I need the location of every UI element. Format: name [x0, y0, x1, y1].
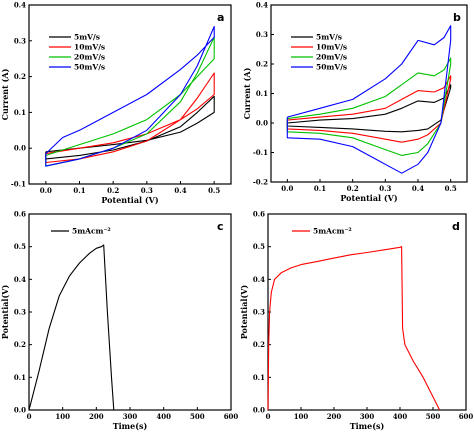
y-tick-label: 0.0: [14, 144, 26, 153]
x-tick-label: 300: [360, 412, 375, 421]
y-tick-label: 0.3: [256, 30, 268, 39]
y-tick-label: 0.1: [14, 108, 26, 117]
series-line: [267, 246, 441, 411]
x-tick-label: 0.0: [40, 186, 52, 195]
y-axis-label: Current (A): [242, 67, 252, 119]
y-tick-label: 0.3: [253, 308, 265, 317]
x-tick-label: 600: [459, 412, 474, 421]
x-tick-label: 500: [426, 412, 441, 421]
x-tick-label: 0.5: [208, 186, 220, 195]
chart-panel-b: 0.0 0.1 0.2 0.3 0.4 0.5 -0.2 -0.1 0.0 0.1 0.2 0.3 0.…: [242, 1, 468, 203]
y-tick-label: 0.4: [253, 275, 265, 284]
y-axis-label: Potential(V): [239, 285, 249, 340]
y-tick-label: 0.1: [253, 373, 265, 382]
chart-panel-a: 0.0 0.1 0.2 0.3 0.4 0.5 -0.1 0.0 0.1 0.2 0.3 0.4 Pot…: [0, 1, 232, 205]
x-tick-label: 600: [224, 412, 239, 421]
legend-label: 5mV/s: [316, 33, 342, 42]
x-tick-label: 300: [123, 412, 138, 421]
x-tick-label: 200: [89, 412, 104, 421]
y-tick-label: 0.0: [256, 119, 268, 128]
x-tick-label: 100: [294, 412, 309, 421]
x-tick-label: 0: [266, 412, 271, 421]
y-tick-label: 0.5: [253, 242, 265, 251]
y-tick-label: -0.1: [253, 148, 268, 157]
x-tick-label: 0.4: [174, 186, 186, 195]
panel-label: d: [452, 220, 460, 233]
legend-label: 5mAcm⁻²: [72, 227, 111, 236]
legend: 5mAcm⁻²: [51, 227, 111, 236]
panel-label: b: [453, 11, 461, 24]
y-tick-label: 0.0: [14, 406, 26, 415]
x-axis-label: Potential (V): [101, 195, 158, 205]
x-tick-label: 200: [327, 412, 342, 421]
panel-label: c: [217, 220, 224, 233]
y-tick-label: 0.2: [253, 340, 265, 349]
x-tick-label: 0.5: [445, 184, 457, 193]
chart-panel-d: 0 100 200 300 400 500 600 0.0 0.1 0.2 0.3 0.4 0.5 0.6…: [239, 210, 473, 432]
y-tick-label: 0.4: [14, 1, 26, 10]
panel-label: a: [217, 11, 224, 24]
x-tick-label: 0.4: [412, 184, 424, 193]
x-tick-label: 0.2: [347, 184, 359, 193]
legend: 5mAcm⁻²: [292, 227, 352, 236]
y-tick-label: 0.6: [14, 210, 26, 219]
y-tick-label: 0.4: [14, 275, 26, 284]
series-line: [45, 72, 215, 164]
legend-label: 50mV/s: [316, 63, 347, 72]
x-axis-label: Time(s): [350, 421, 385, 431]
series-line: [286, 57, 452, 156]
y-tick-label: 0.3: [14, 36, 26, 45]
legend-label: 5mV/s: [74, 33, 100, 42]
x-tick-label: 0.1: [73, 186, 85, 195]
x-tick-label: 0: [27, 412, 32, 421]
legend-label: 20mV/s: [316, 53, 347, 62]
y-tick-label: 0.5: [14, 242, 26, 251]
plot-frame: [28, 213, 232, 411]
x-tick-label: 400: [156, 412, 171, 421]
x-tick-label: 0.2: [107, 186, 119, 195]
y-axis-label: Potential(V): [0, 285, 10, 340]
y-tick-label: 0.1: [256, 89, 268, 98]
y-tick-label: 0.6: [253, 210, 265, 219]
y-tick-label: 0.2: [14, 72, 26, 81]
y-tick-label: 0.2: [14, 340, 26, 349]
y-tick-label: 0.0: [253, 406, 265, 415]
x-tick-label: 0.3: [379, 184, 391, 193]
legend-label: 5mAcm⁻²: [313, 227, 352, 236]
y-tick-label: -0.2: [253, 178, 268, 187]
x-tick-label: 0.0: [281, 184, 293, 193]
series-line: [286, 75, 452, 143]
plot-frame: [28, 4, 232, 185]
series-line: [286, 84, 452, 133]
x-tick-label: 500: [190, 412, 205, 421]
legend-label: 20mV/s: [74, 53, 105, 62]
x-tick-label: 400: [393, 412, 408, 421]
series-line: [45, 25, 215, 167]
chart-panel-c: 0 100 200 300 400 500 600 0.0 0.1 0.2 0.3 0.4 0.5 0.6…: [0, 210, 238, 432]
x-axis-label: Time(s): [113, 421, 148, 431]
legend-label: 10mV/s: [74, 43, 105, 52]
x-tick-label: 100: [55, 412, 70, 421]
legend-label: 10mV/s: [316, 43, 347, 52]
y-axis-label: Current (A): [0, 68, 10, 120]
x-tick-label: 0.1: [314, 184, 326, 193]
x-axis-label: Potential (V): [340, 193, 397, 203]
y-tick-label: 0.2: [256, 60, 268, 69]
series-line: [286, 25, 452, 174]
y-tick-label: 0.4: [256, 1, 268, 10]
y-tick-label: -0.1: [11, 180, 26, 189]
series-line: [28, 244, 115, 411]
y-tick-label: 0.3: [14, 308, 26, 317]
plot-frame: [267, 213, 467, 411]
legend-label: 50mV/s: [74, 63, 105, 72]
y-tick-label: 0.1: [14, 373, 26, 382]
x-tick-label: 0.3: [141, 186, 153, 195]
